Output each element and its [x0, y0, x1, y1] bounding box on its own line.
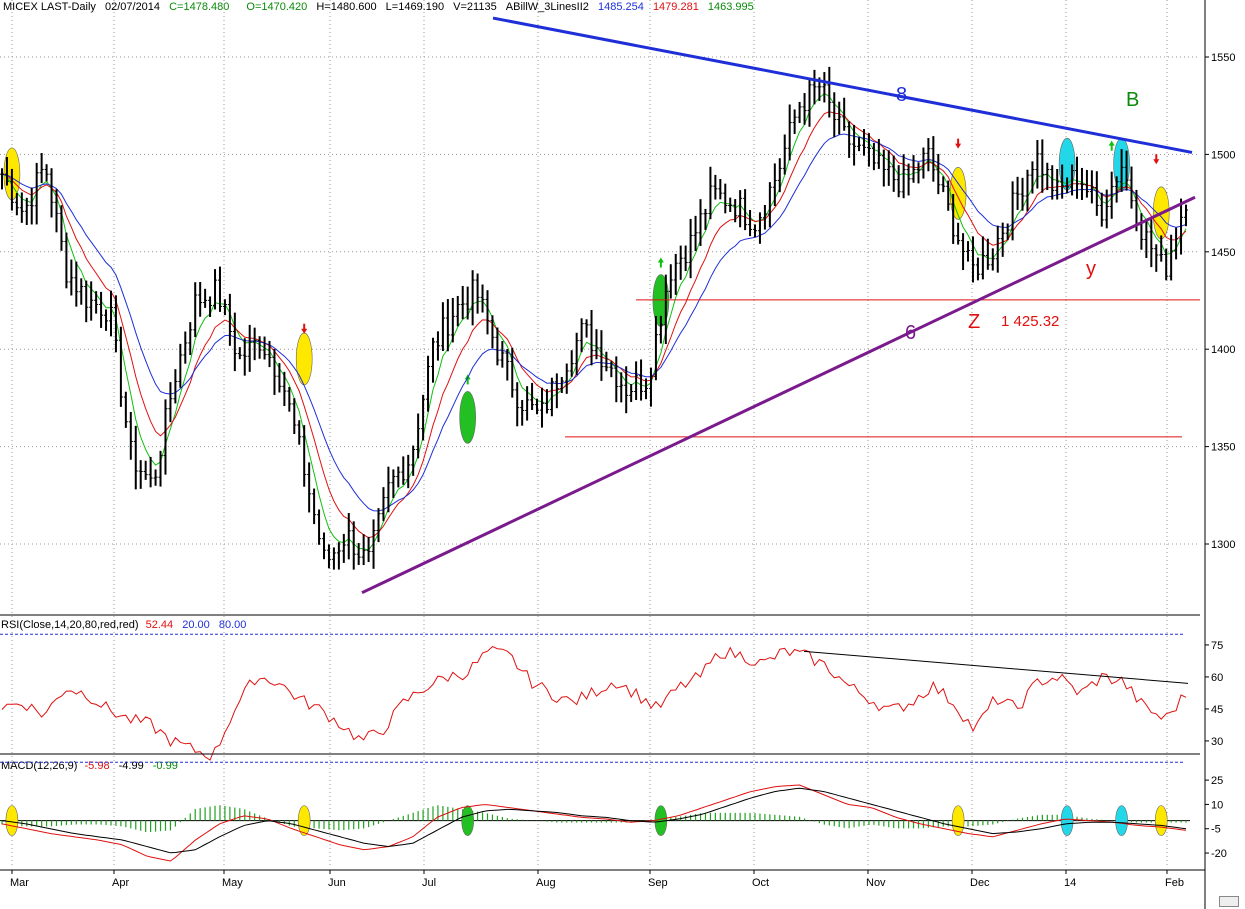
symbol: MICEX LAST-Daily	[3, 1, 96, 13]
rsi-line	[1, 646, 1187, 761]
high-value: H=1480.600	[316, 1, 377, 13]
rsi-low-level: 20.00	[182, 619, 210, 631]
up-arrow-icon	[1108, 140, 1115, 146]
indicator-name: ABillW_3LinesII2	[505, 1, 589, 13]
resize-grip[interactable]	[1219, 896, 1239, 907]
macd-signal-ellipse	[461, 805, 474, 836]
wave-label-8: 8	[896, 84, 907, 106]
macd-line	[1, 784, 1187, 862]
blue-ma-line	[1, 133, 1187, 512]
resistance-trendline	[492, 16, 1193, 154]
down-arrow-icon	[955, 143, 962, 149]
y-tick-label: 1500	[1211, 149, 1235, 161]
support-trendline	[361, 195, 1196, 595]
rsi-y-tick-label: 30	[1211, 736, 1223, 748]
x-tick-label: May	[222, 877, 243, 889]
x-tick-label: Aug	[536, 877, 556, 889]
macd-header: MACD(12,26,9) -5.98 -4.99 -0.99	[1, 760, 178, 772]
rsi-panel	[0, 633, 1189, 763]
macd-signal-ellipse	[1115, 805, 1128, 836]
x-tick-label: Jun	[328, 877, 346, 889]
macd-value: -5.98	[84, 760, 110, 772]
overlays	[361, 16, 1200, 595]
up-arrow-icon	[657, 257, 664, 263]
x-tick-label: Oct	[752, 877, 769, 889]
macd-signal-value: -4.99	[118, 760, 144, 772]
price-bars	[0, 66, 1188, 570]
x-tick-label: Nov	[866, 877, 886, 889]
macd-panel	[0, 784, 1190, 862]
y-tick-label: 1400	[1211, 344, 1235, 356]
signal-ellipse	[295, 332, 313, 386]
y-tick-label: 1550	[1211, 52, 1235, 64]
rsi-y-tick-label: 75	[1211, 640, 1223, 652]
macd-y-tick-label: 10	[1211, 799, 1223, 811]
macd-label: MACD(12,26,9)	[1, 760, 78, 772]
macd-signal-ellipse	[1154, 805, 1168, 836]
macd-y-tick-label: 25	[1211, 775, 1223, 787]
x-tick-label: Sep	[648, 877, 668, 889]
open-value: O=1470.420	[246, 1, 308, 13]
rsi-value: 52.44	[145, 619, 174, 631]
macd-signal-ellipse	[1060, 805, 1074, 836]
grid	[0, 0, 1200, 868]
x-tick-label: Dec	[970, 877, 990, 889]
close-value: C=1478.480	[169, 1, 230, 13]
date: 02/07/2014	[104, 1, 161, 13]
signal-ellipse	[459, 391, 476, 444]
macd-signal-ellipse	[5, 805, 19, 836]
indicator-blue-value: 1485.254	[597, 1, 644, 13]
down-arrow-icon	[1153, 159, 1160, 165]
wave-label-6: 6	[905, 322, 916, 344]
x-tick-label: Mar	[10, 877, 29, 889]
price-header: MICEX LAST-Daily 02/07/2014 C=1478.480 O…	[3, 1, 754, 13]
rsi-divergence-line	[803, 650, 1189, 684]
macd-hist-value: -0.99	[152, 760, 178, 772]
rsi-y-tick-label: 45	[1211, 704, 1223, 716]
z-level-label: 1 425.32	[1001, 313, 1059, 330]
rsi-label: RSI(Close,14,20,80,red,red)	[1, 619, 139, 631]
macd-signal-ellipse	[951, 805, 965, 836]
wave-label-b: B	[1126, 89, 1139, 111]
chart-labels: 8 6 By Z 1 425.32	[896, 84, 1139, 344]
y-tick-label: 1450	[1211, 247, 1235, 259]
rsi-high-level: 80.00	[218, 619, 247, 631]
volume-value: V=21135	[453, 1, 497, 13]
signal-markers	[3, 137, 1170, 444]
rsi-header: RSI(Close,14,20,80,red,red) 52.44 20.00 …	[1, 619, 246, 631]
macd-signal-line	[1, 787, 1187, 854]
x-tick-label: Apr	[112, 877, 129, 889]
wave-label-z: Z	[968, 311, 980, 333]
x-tick-label: 14	[1064, 877, 1076, 889]
indicator-red-value: 1479.281	[652, 1, 699, 13]
x-tick-label: Feb	[1165, 877, 1184, 889]
down-arrow-icon	[301, 328, 308, 334]
macd-y-tick-label: -5	[1211, 824, 1221, 836]
wave-label-y: y	[1086, 258, 1096, 280]
y-tick-label: 1350	[1211, 442, 1235, 454]
low-value: L=1469.190	[385, 1, 445, 13]
x-tick-label: Jul	[422, 877, 436, 889]
rsi-y-tick-label: 60	[1211, 672, 1223, 684]
y-tick-label: 1300	[1211, 539, 1235, 551]
indicator-green-value: 1463.995	[707, 1, 754, 13]
macd-y-tick-label: -20	[1211, 848, 1227, 860]
